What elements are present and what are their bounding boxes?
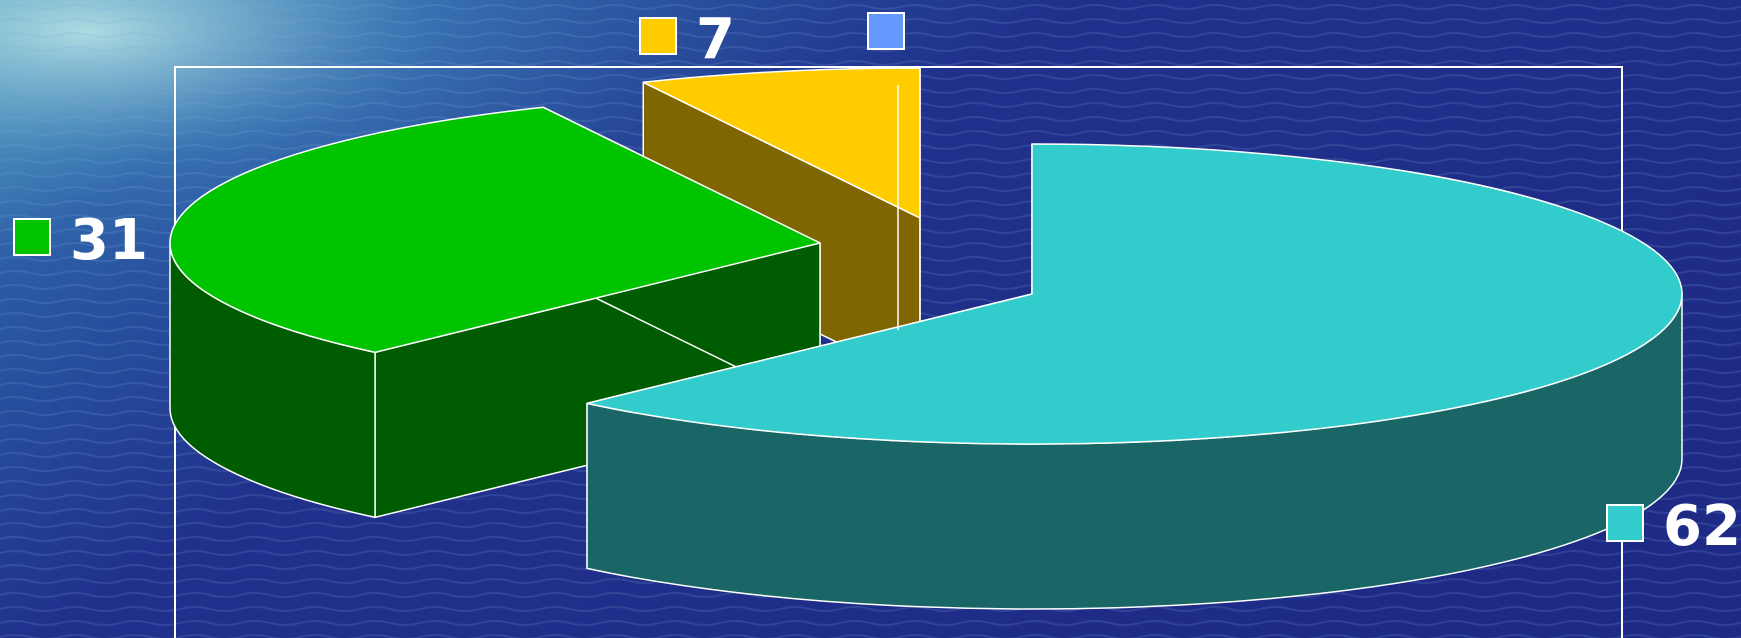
data-label-2: 7: [696, 7, 735, 72]
data-label-0: 62: [1663, 494, 1741, 559]
pie-slices: [169, 67, 1683, 610]
pie-slice-0: [586, 143, 1683, 610]
pie-slice-0-top: [586, 143, 1683, 445]
pie-slice-1-top: [169, 106, 821, 354]
data-label-swatch-3: [867, 12, 905, 50]
data-labels: 62 31 7: [13, 7, 1741, 559]
pie-slice-2-top: [642, 67, 921, 219]
data-label-swatch-1: [13, 218, 51, 256]
data-label-swatch-2: [639, 17, 677, 55]
data-label-1: 31: [70, 208, 148, 273]
data-label-swatch-0: [1606, 504, 1644, 542]
pie-slice-1: [169, 106, 821, 519]
